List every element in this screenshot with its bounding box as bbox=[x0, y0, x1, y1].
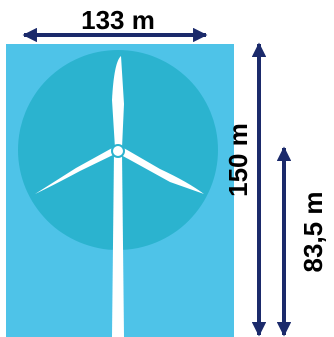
turbine-tower bbox=[112, 152, 124, 337]
turbine-blade-left bbox=[35, 147, 115, 194]
total-height-label: 150 m bbox=[223, 123, 253, 197]
hub-height-label: 83,5 m bbox=[298, 192, 328, 273]
turbine-hub bbox=[111, 144, 125, 158]
wind-turbine bbox=[35, 56, 204, 337]
turbine-blade-up bbox=[112, 56, 124, 148]
rotor-diameter-label: 133 m bbox=[81, 5, 155, 35]
turbine-blade-right bbox=[121, 147, 204, 194]
